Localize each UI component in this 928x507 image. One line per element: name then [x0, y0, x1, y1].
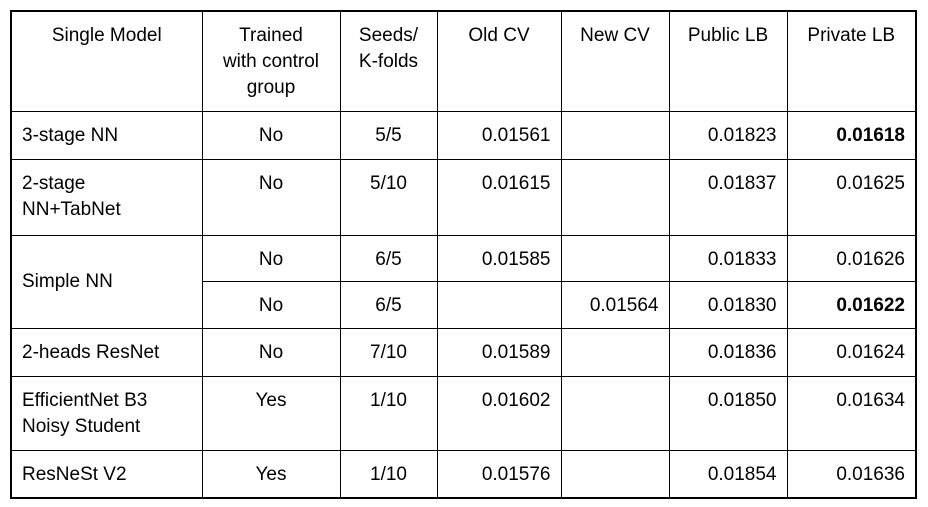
header-cell: New CV	[560, 10, 670, 112]
cell: 2-stage NN+TabNet	[10, 158, 203, 236]
cell: No	[201, 158, 341, 236]
row: Simple NN No 6/5 0.01585 0.01833 0.01626	[10, 234, 917, 329]
cell: 0.01585	[436, 234, 562, 282]
cell: 3-stage NN	[10, 110, 203, 160]
cell: 0.01833	[668, 234, 788, 282]
cell	[560, 449, 670, 499]
cell: 5/5	[339, 110, 438, 160]
cell: 0.01854	[668, 449, 788, 499]
row: 3-stage NN No 5/5 0.01561 0.01823 0.0161…	[10, 110, 917, 160]
cell: 0.01625	[786, 158, 917, 236]
cell: 0.01837	[668, 158, 788, 236]
cell: 1/10	[339, 375, 438, 451]
cell: 0.01576	[436, 449, 562, 499]
cell: 1/10	[339, 449, 438, 499]
cell	[436, 280, 562, 329]
cell: Simple NN	[10, 234, 203, 329]
header-cell: Seeds/ K-folds	[339, 10, 438, 112]
row: No 6/5 0.01564 0.01830 0.01622	[11, 280, 917, 329]
row: 2-stage NN+TabNet No 5/10 0.01615 0.0183…	[10, 158, 917, 236]
header-cell: Private LB	[786, 10, 917, 112]
row: ResNeSt V2 Yes 1/10 0.01576 0.01854 0.01…	[10, 449, 917, 499]
cell: 2-heads ResNet	[10, 327, 203, 377]
header-cell: Public LB	[668, 10, 788, 112]
cell: Yes	[201, 449, 341, 499]
cell: 0.01636	[786, 449, 917, 499]
cell: 5/10	[339, 158, 438, 236]
cell: 0.01622	[786, 280, 917, 329]
cell: 0.01836	[668, 327, 788, 377]
cell: No	[201, 327, 341, 377]
header-cell: Old CV	[436, 10, 562, 112]
cell: 0.01850	[668, 375, 788, 451]
cell: EfficientNet B3 Noisy Student	[10, 375, 203, 451]
cell	[560, 234, 670, 282]
cell: 0.01615	[436, 158, 562, 236]
cell: 6/5	[339, 280, 438, 329]
cell: 0.01830	[668, 280, 788, 329]
cell: 0.01626	[786, 234, 917, 282]
cell	[560, 375, 670, 451]
cell: 0.01589	[436, 327, 562, 377]
cell: 0.01624	[786, 327, 917, 377]
header-cell: Trained with control group	[201, 10, 341, 112]
header-row: Single Model Trained with control group …	[10, 10, 917, 112]
results-table: Single Model Trained with control group …	[10, 10, 917, 499]
cell: 7/10	[339, 327, 438, 377]
cell: 6/5	[339, 234, 438, 282]
cell: No	[201, 234, 341, 282]
cell	[560, 158, 670, 236]
cell: No	[201, 280, 341, 329]
cell: No	[201, 110, 341, 160]
cell	[560, 327, 670, 377]
header-cell: Single Model	[10, 10, 203, 112]
cell: ResNeSt V2	[10, 449, 203, 499]
cell: 0.01618	[786, 110, 917, 160]
cell: 0.01602	[436, 375, 562, 451]
cell: 0.01561	[436, 110, 562, 160]
cell: 0.01823	[668, 110, 788, 160]
cell: 0.01564	[560, 280, 670, 329]
row: EfficientNet B3 Noisy Student Yes 1/10 0…	[10, 375, 917, 451]
cell	[560, 110, 670, 160]
cell: Yes	[201, 375, 341, 451]
row: 2-heads ResNet No 7/10 0.01589 0.01836 0…	[10, 327, 917, 377]
cell: 0.01634	[786, 375, 917, 451]
